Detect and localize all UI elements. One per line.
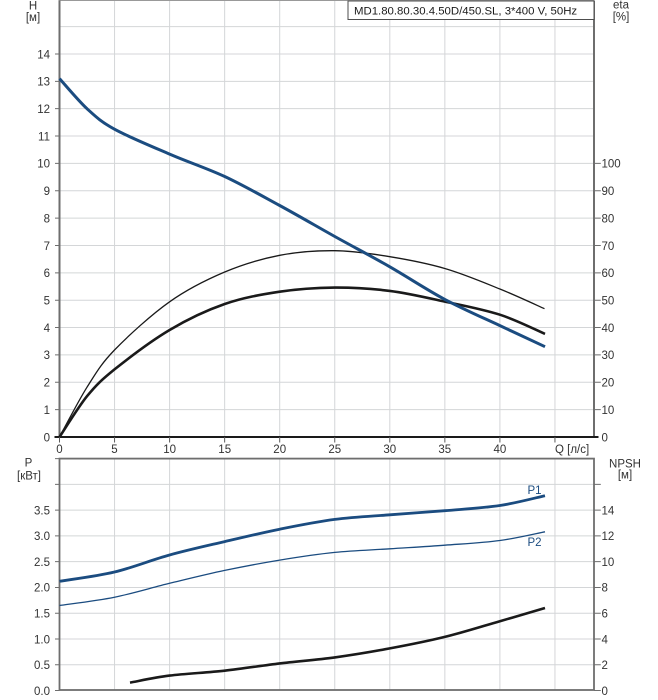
svg-text:8: 8: [602, 583, 608, 595]
svg-text:0: 0: [56, 444, 62, 456]
svg-text:4: 4: [44, 323, 51, 335]
svg-text:3.0: 3.0: [34, 531, 50, 543]
svg-text:13: 13: [37, 77, 50, 89]
svg-text:P: P: [25, 458, 33, 470]
svg-text:[%]: [%]: [613, 12, 630, 24]
svg-text:90: 90: [602, 186, 615, 198]
svg-text:P2: P2: [528, 537, 542, 549]
svg-text:20: 20: [273, 444, 286, 456]
svg-text:1: 1: [44, 405, 50, 417]
svg-text:30: 30: [602, 350, 615, 362]
svg-text:2: 2: [602, 660, 608, 672]
svg-text:5: 5: [111, 444, 117, 456]
svg-text:12: 12: [602, 531, 615, 543]
svg-text:60: 60: [602, 268, 615, 280]
svg-text:9: 9: [44, 186, 50, 198]
svg-text:0: 0: [602, 432, 608, 444]
svg-text:70: 70: [602, 241, 615, 253]
svg-text:40: 40: [494, 444, 507, 456]
svg-text:100: 100: [602, 159, 621, 171]
svg-text:0.5: 0.5: [34, 660, 50, 672]
svg-text:Q [л/с]: Q [л/с]: [555, 444, 589, 456]
svg-text:[кВт]: [кВт]: [17, 471, 41, 483]
svg-text:40: 40: [602, 323, 615, 335]
svg-text:20: 20: [602, 378, 615, 390]
svg-text:6: 6: [44, 268, 50, 280]
svg-text:2: 2: [44, 378, 50, 390]
svg-text:10: 10: [163, 444, 176, 456]
svg-text:3.5: 3.5: [34, 505, 50, 517]
svg-text:35: 35: [438, 444, 451, 456]
svg-text:80: 80: [602, 213, 615, 225]
svg-text:0: 0: [602, 686, 608, 698]
svg-text:2.0: 2.0: [34, 583, 50, 595]
svg-text:15: 15: [218, 444, 231, 456]
svg-text:0.0: 0.0: [34, 686, 50, 698]
svg-text:1.5: 1.5: [34, 609, 50, 621]
svg-text:10: 10: [602, 405, 615, 417]
svg-text:8: 8: [44, 213, 50, 225]
svg-text:10: 10: [602, 557, 615, 569]
svg-text:25: 25: [328, 444, 341, 456]
svg-text:14: 14: [602, 505, 615, 517]
svg-text:MD1.80.80.30.4.50D/450.SL, 3*4: MD1.80.80.30.4.50D/450.SL, 3*400 V, 50Hz: [354, 6, 577, 18]
svg-text:4: 4: [602, 634, 609, 646]
svg-text:11: 11: [38, 131, 50, 143]
svg-text:P1: P1: [528, 485, 542, 497]
svg-text:50: 50: [602, 296, 615, 308]
svg-text:14: 14: [37, 49, 50, 61]
svg-text:[м]: [м]: [618, 470, 632, 482]
svg-text:0: 0: [44, 432, 50, 444]
svg-text:6: 6: [602, 609, 608, 621]
svg-text:10: 10: [37, 159, 50, 171]
svg-text:[м]: [м]: [26, 12, 40, 24]
svg-text:eta: eta: [613, 0, 630, 12]
svg-text:5: 5: [44, 296, 50, 308]
svg-text:NPSH: NPSH: [609, 459, 641, 471]
svg-text:7: 7: [44, 241, 50, 253]
svg-text:2.5: 2.5: [34, 557, 50, 569]
svg-text:1.0: 1.0: [34, 634, 50, 646]
svg-text:30: 30: [383, 444, 396, 456]
svg-text:3: 3: [44, 350, 50, 362]
svg-text:H: H: [29, 1, 37, 13]
svg-text:12: 12: [37, 104, 50, 116]
